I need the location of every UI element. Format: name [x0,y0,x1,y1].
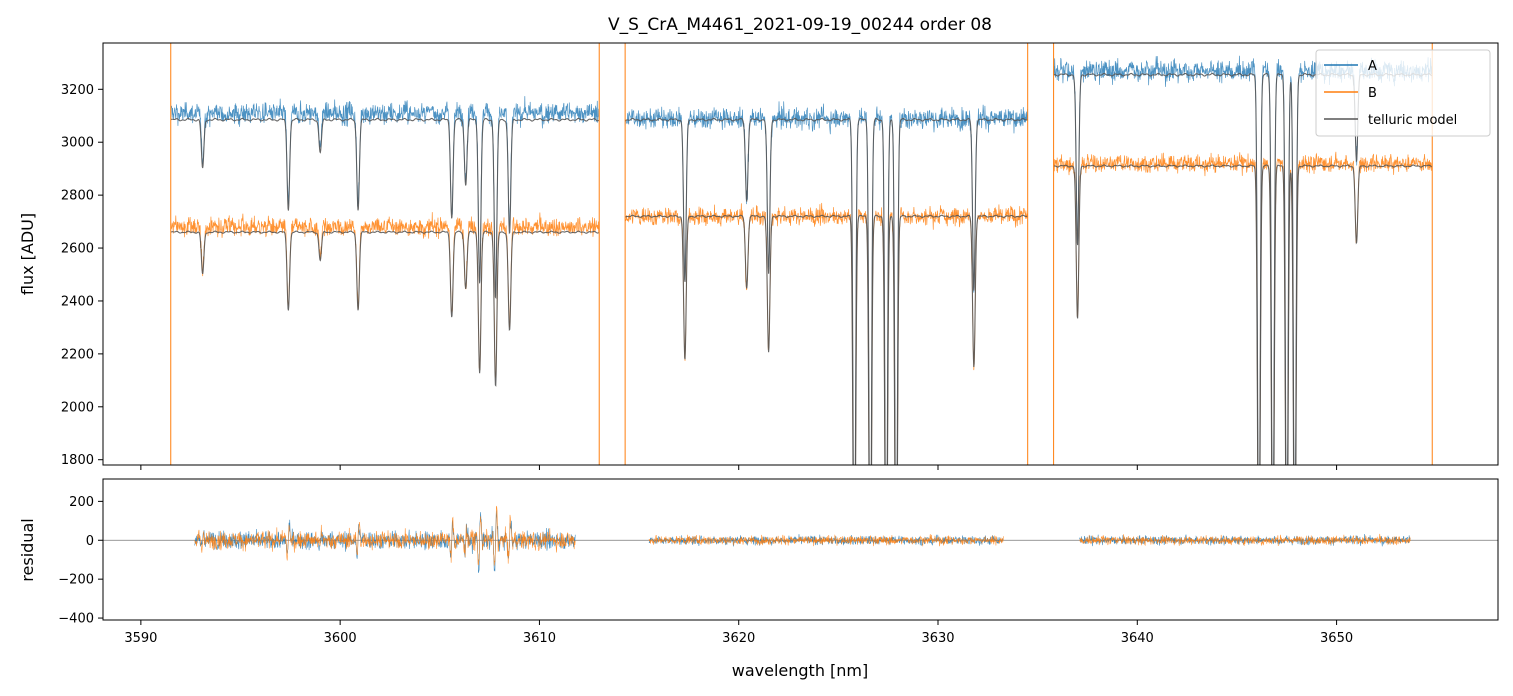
residual-x-tick-label: 3640 [1121,631,1154,646]
residual-y-ticks: −400 −200 0 200 [58,495,103,627]
residual-axes-frame [102,478,1499,621]
flux-y-tick-label: 2200 [61,347,94,362]
model-b-line [1053,164,1433,465]
model-b-line [170,230,600,387]
legend-label-model: telluric model [1368,113,1457,128]
flux-y-tick-label: 2600 [61,242,94,257]
flux-y-tick-label: 3200 [61,83,94,98]
residual-x-tick-label: 3600 [324,631,357,646]
legend-label-b: B [1368,86,1377,101]
residual-y-tick-label: 0 [86,534,94,549]
series-b-residual-line [648,534,1004,547]
model-b-line [624,214,1028,465]
flux-y-tick-label: 2400 [61,294,94,309]
residual-x-tick-label: 3620 [722,631,755,646]
flux-axes-frame [102,42,1499,466]
residual-x-tick-label: 3590 [124,631,157,646]
flux-y-ticks: 1800 2000 2200 2400 2600 2800 3000 3200 [61,83,103,468]
residual-y-tick-label: −200 [58,573,94,588]
legend-box [1315,49,1491,137]
residual-x-tick-label: 3650 [1320,631,1353,646]
residual-y-tick-label: −400 [58,612,94,627]
residual-y-tick-label: 200 [69,495,94,510]
series-b-residual-line [194,505,576,566]
legend-label-a: A [1368,59,1377,74]
flux-y-axis-label: flux [ADU] [18,213,37,295]
residual-panel: −400 −200 0 200 3590 3600 3610 3620 3630 3640 365… [18,478,1499,680]
flux-panel: 1800 2000 2200 2400 2600 2800 3000 3200 flux [A… [18,42,1499,470]
residual-x-ticks: 3590 3600 3610 3620 3630 3640 3650 [124,620,1353,646]
residual-x-tick-label: 3630 [921,631,954,646]
residual-plot-area [103,505,1498,573]
residual-y-axis-label: residual [18,518,37,581]
flux-y-tick-label: 2000 [61,400,94,415]
flux-y-tick-label: 3000 [61,136,94,151]
chart-title: V_S_CrA_M4461_2021-09-19_00244 order 08 [608,15,992,35]
x-axis-label: wavelength [nm] [732,661,869,680]
flux-y-tick-label: 2800 [61,189,94,204]
residual-x-tick-label: 3610 [523,631,556,646]
model-a-line [624,117,1028,465]
series-b-flux-line [1053,151,1433,465]
series-b-flux-line [624,202,1028,465]
series-b-residual-line [1079,533,1411,547]
flux-y-tick-label: 1800 [61,453,94,468]
series-a-flux-line [624,101,1028,465]
series-b-flux-line [170,212,600,378]
legend: A B telluric model [1315,49,1491,137]
model-a-line [170,117,600,299]
flux-x-ticks [140,465,1338,470]
